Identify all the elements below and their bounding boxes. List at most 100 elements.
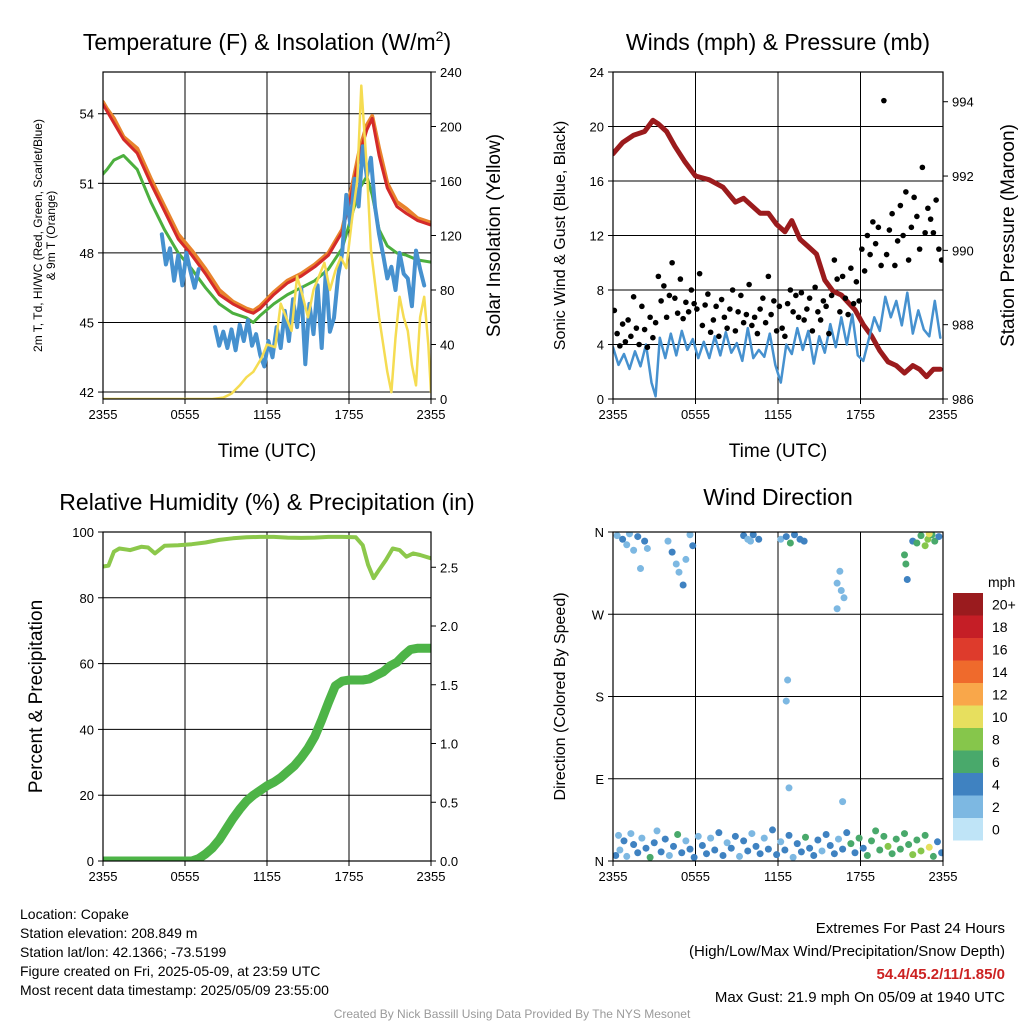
y2-tick-label: 1.5 <box>440 678 458 693</box>
direction-point <box>727 844 735 852</box>
gust-point <box>677 276 684 282</box>
speed-legend-label: 10 <box>992 709 1008 725</box>
speed-legend-label: 16 <box>992 641 1008 657</box>
credit-text: Created By Nick Bassill Using Data Provi… <box>333 1007 691 1021</box>
direction-point <box>797 848 805 856</box>
direction-point <box>689 542 697 550</box>
gust-point <box>930 229 937 236</box>
speed-legend-label: 8 <box>992 731 1000 747</box>
direction-point <box>703 850 710 858</box>
y-tick-label: 80 <box>80 591 94 606</box>
gust-point <box>641 326 648 333</box>
gust-point <box>798 289 805 296</box>
y2-tick-label: 988 <box>952 318 974 333</box>
x-tick-label: 2355 <box>599 407 628 422</box>
y2-tick-label: 994 <box>952 95 974 110</box>
gust-point <box>614 330 620 337</box>
direction-point <box>859 844 867 852</box>
gust-point <box>765 273 772 280</box>
gust-point <box>760 295 766 301</box>
max-gust-text: Max Gust: 21.9 mph On 05/09 at 1940 UTC <box>714 989 1005 1006</box>
direction-point <box>935 533 943 541</box>
y-axis-label: Sonic Wind & Gust (Blue, Black) <box>552 121 569 350</box>
direction-point <box>686 845 694 853</box>
gust-point <box>812 284 818 291</box>
x-tick-label: 0555 <box>171 407 200 422</box>
direction-point <box>777 838 785 846</box>
x-tick-label: 2355 <box>89 869 118 884</box>
direction-point <box>785 831 793 839</box>
direction-point <box>672 560 680 568</box>
gust-point <box>680 315 686 322</box>
y-tick-label: 60 <box>80 657 94 672</box>
gust-point <box>716 333 722 340</box>
gust-point <box>746 281 752 288</box>
direction-point <box>903 576 911 584</box>
gust-point <box>914 213 920 220</box>
direction-point <box>931 537 939 545</box>
gust-point <box>815 309 821 315</box>
direction-point <box>785 784 793 792</box>
y-axis-label: Direction (Colored By Speed) <box>552 592 569 800</box>
gust-point <box>724 325 730 331</box>
gust-point <box>669 259 675 266</box>
direction-point <box>616 846 624 854</box>
gust-point <box>740 319 747 326</box>
y-tick-label: 4 <box>597 338 604 353</box>
series-line-t2m <box>103 103 431 315</box>
direction-point <box>755 535 763 543</box>
direction-point <box>913 836 921 844</box>
speed-legend-swatch <box>953 818 983 841</box>
y2-tick-label: 80 <box>440 283 454 298</box>
direction-point <box>843 829 851 837</box>
direction-point <box>835 835 842 843</box>
gust-point <box>861 268 868 274</box>
gust-point <box>619 321 626 327</box>
direction-point <box>686 532 694 539</box>
direction-point <box>925 532 933 538</box>
y-tick-label: N <box>595 854 604 869</box>
gust-point <box>916 246 923 252</box>
series-line-pressure <box>613 117 943 380</box>
gust-point <box>655 273 662 280</box>
direction-point <box>837 586 845 594</box>
direction-point <box>896 845 904 853</box>
direction-point <box>782 697 790 705</box>
direction-point <box>917 532 925 540</box>
gust-point <box>784 300 791 307</box>
y2-axis-label: Station Pressure (Maroon) <box>998 124 1019 347</box>
direction-point <box>682 555 690 563</box>
gust-point <box>713 303 719 310</box>
y-tick-label: 48 <box>80 246 94 261</box>
gust-point <box>782 333 788 340</box>
gust-point <box>881 97 887 104</box>
direction-point <box>634 849 642 857</box>
direction-point <box>638 834 646 842</box>
direction-point <box>620 837 628 845</box>
gust-point <box>925 205 931 212</box>
station-info: Location: Copake Station elevation: 208.… <box>20 905 329 1000</box>
direction-point <box>719 852 727 860</box>
direction-point <box>863 852 871 860</box>
gust-point <box>757 306 763 312</box>
gust-point <box>743 311 750 318</box>
gust-point <box>652 319 659 326</box>
gust-point <box>837 309 843 315</box>
direction-point <box>650 839 658 847</box>
gust-point <box>927 216 934 222</box>
y2-tick-label: 0 <box>440 392 447 407</box>
gust-point <box>710 317 717 323</box>
direction-point <box>786 539 794 547</box>
speed-legend: mph 20+ 18 16 14 12 10 8 6 4 2 0 <box>953 574 1016 841</box>
y2-tick-label: 0.0 <box>440 854 458 869</box>
y2-tick-label: 2.0 <box>440 619 458 634</box>
direction-point <box>641 537 649 545</box>
direction-point <box>921 831 929 839</box>
gust-point <box>625 317 631 323</box>
y-tick-label: 12 <box>590 229 604 244</box>
elevation-text: Station elevation: 208.849 m <box>20 925 198 941</box>
direction-point <box>789 853 797 861</box>
gust-point <box>685 309 692 315</box>
direction-point <box>748 830 756 838</box>
direction-point <box>690 853 698 861</box>
